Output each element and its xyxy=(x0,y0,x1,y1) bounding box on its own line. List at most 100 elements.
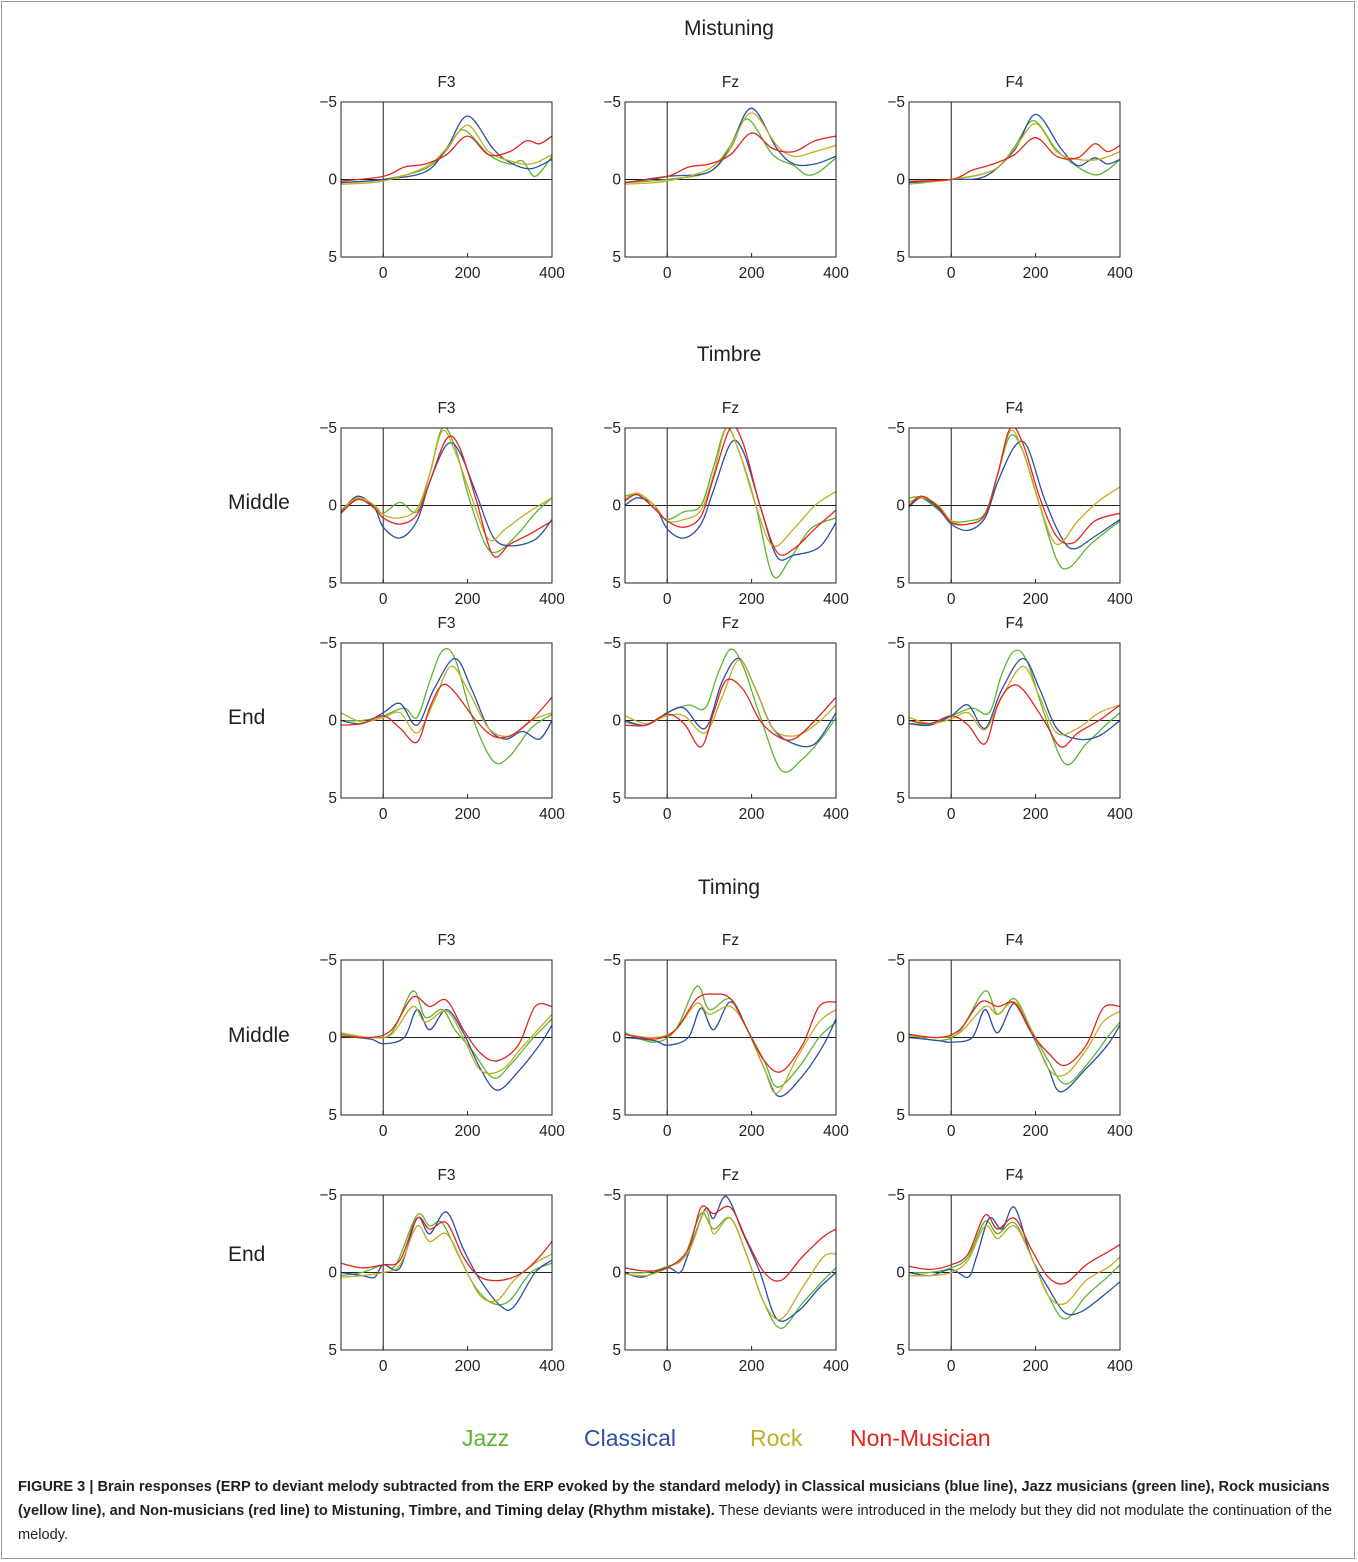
y-tick-label: 5 xyxy=(328,790,337,807)
row-label-timbre-middle: Middle xyxy=(228,491,290,514)
series-line-jazz xyxy=(341,129,552,184)
panel-timing-middle-f3: 0 200 400 −5 0 5 F3 xyxy=(319,932,565,1140)
panel-timbre-end-f3: 0 200 400 −5 0 5 F3 xyxy=(319,615,565,823)
panel-timing-middle-fz: 0 200 400 −5 0 5 Fz xyxy=(603,932,849,1140)
x-tick-label: 200 xyxy=(455,1358,481,1375)
row-label-timbre-end: End xyxy=(228,706,266,729)
x-tick-label: 0 xyxy=(663,265,672,282)
x-tick-label: 200 xyxy=(455,591,481,608)
panel-title: F3 xyxy=(437,74,455,91)
y-tick-label: 0 xyxy=(896,1030,905,1047)
series-line-jazz xyxy=(341,1213,552,1306)
y-tick-label: 0 xyxy=(612,713,621,730)
y-tick-label: 0 xyxy=(896,498,905,515)
panel-title: F4 xyxy=(1005,615,1023,632)
y-tick-label: 5 xyxy=(612,1342,621,1359)
y-tick-label: −5 xyxy=(603,420,621,437)
series-group xyxy=(341,428,552,558)
y-tick-label: 5 xyxy=(896,575,905,592)
x-tick-label: 400 xyxy=(823,265,849,282)
section-title-mistuning: Mistuning xyxy=(684,17,774,40)
y-tick-label: 5 xyxy=(328,1107,337,1124)
x-tick-label: 200 xyxy=(1023,1123,1049,1140)
panel-title: F4 xyxy=(1005,1167,1023,1184)
x-tick-label: 200 xyxy=(1023,265,1049,282)
x-tick-label: 400 xyxy=(1107,1358,1133,1375)
y-tick-label: 0 xyxy=(328,1030,337,1047)
x-tick-label: 400 xyxy=(1107,591,1133,608)
x-tick-label: 0 xyxy=(947,591,956,608)
series-line-classical xyxy=(625,107,836,184)
series-line-non-musician xyxy=(341,683,552,744)
panel-title: F4 xyxy=(1005,400,1023,417)
series-line-non-musician xyxy=(625,678,836,748)
x-tick-label: 0 xyxy=(947,806,956,823)
series-line-rock xyxy=(625,112,836,185)
series-line-jazz xyxy=(909,119,1120,184)
series-group xyxy=(909,990,1120,1093)
series-line-classical xyxy=(341,1008,552,1091)
panel-title: F3 xyxy=(437,615,455,632)
x-tick-label: 400 xyxy=(1107,1123,1133,1140)
x-tick-label: 400 xyxy=(823,591,849,608)
series-line-jazz xyxy=(341,428,552,554)
x-tick-label: 0 xyxy=(947,1358,956,1375)
y-tick-label: 5 xyxy=(896,1107,905,1124)
series-line-classical xyxy=(625,657,836,748)
panel-timing-middle-f4: 0 200 400 −5 0 5 F4 xyxy=(887,932,1133,1140)
x-tick-label: 200 xyxy=(739,591,765,608)
panel-timbre-middle-f3: 0 200 400 −5 0 5 F3 xyxy=(319,400,565,608)
series-group xyxy=(909,649,1120,766)
series-line-classical xyxy=(625,1195,836,1322)
series-line-non-musician xyxy=(625,428,836,556)
y-tick-label: 0 xyxy=(328,713,337,730)
y-tick-label: 5 xyxy=(896,790,905,807)
y-tick-label: 0 xyxy=(328,172,337,189)
series-line-rock xyxy=(909,1001,1120,1077)
x-tick-label: 0 xyxy=(379,591,388,608)
series-line-jazz xyxy=(909,434,1120,570)
y-tick-label: 0 xyxy=(612,172,621,189)
series-group xyxy=(909,1206,1120,1320)
series-group xyxy=(341,115,552,185)
panel-title: Fz xyxy=(722,400,739,417)
figure-caption: FIGURE 3 | Brain responses (ERP to devia… xyxy=(18,1475,1343,1547)
x-tick-label: 200 xyxy=(739,1358,765,1375)
series-group xyxy=(909,428,1120,570)
x-tick-label: 200 xyxy=(455,265,481,282)
y-tick-label: 5 xyxy=(612,790,621,807)
x-tick-label: 400 xyxy=(539,591,565,608)
series-line-classical xyxy=(625,439,836,561)
x-tick-label: 400 xyxy=(823,806,849,823)
series-line-non-musician xyxy=(625,1205,836,1282)
series-line-jazz xyxy=(341,990,552,1079)
panel-title: Fz xyxy=(722,615,739,632)
series-line-classical xyxy=(909,657,1120,741)
y-tick-label: 5 xyxy=(328,575,337,592)
y-tick-label: −5 xyxy=(319,94,337,111)
x-tick-label: 200 xyxy=(1023,806,1049,823)
y-tick-label: −5 xyxy=(887,1187,905,1204)
panel-title: F3 xyxy=(437,400,455,417)
y-tick-label: 5 xyxy=(328,1342,337,1359)
series-line-rock xyxy=(341,429,552,542)
row-label-timing-middle: Middle xyxy=(228,1024,290,1047)
x-tick-label: 200 xyxy=(739,806,765,823)
panel-timbre-end-fz: 0 200 400 −5 0 5 Fz xyxy=(603,615,849,823)
x-tick-label: 200 xyxy=(1023,591,1049,608)
y-tick-label: −5 xyxy=(887,420,905,437)
caption-bold: FIGURE 3 | Brain responses (ERP to devia… xyxy=(18,1479,1330,1519)
series-line-non-musician xyxy=(909,1213,1120,1285)
series-line-non-musician xyxy=(909,428,1120,545)
y-tick-label: −5 xyxy=(887,635,905,652)
series-line-rock xyxy=(341,1224,552,1303)
y-tick-label: −5 xyxy=(319,420,337,437)
section-title-timbre: Timbre xyxy=(696,343,762,366)
panel-mistuning-all-f3: 0 200 400 −5 0 5 F3 xyxy=(319,74,565,282)
x-tick-label: 400 xyxy=(1107,806,1133,823)
y-tick-label: 0 xyxy=(612,1030,621,1047)
x-tick-label: 200 xyxy=(739,265,765,282)
series-line-rock xyxy=(625,659,836,737)
